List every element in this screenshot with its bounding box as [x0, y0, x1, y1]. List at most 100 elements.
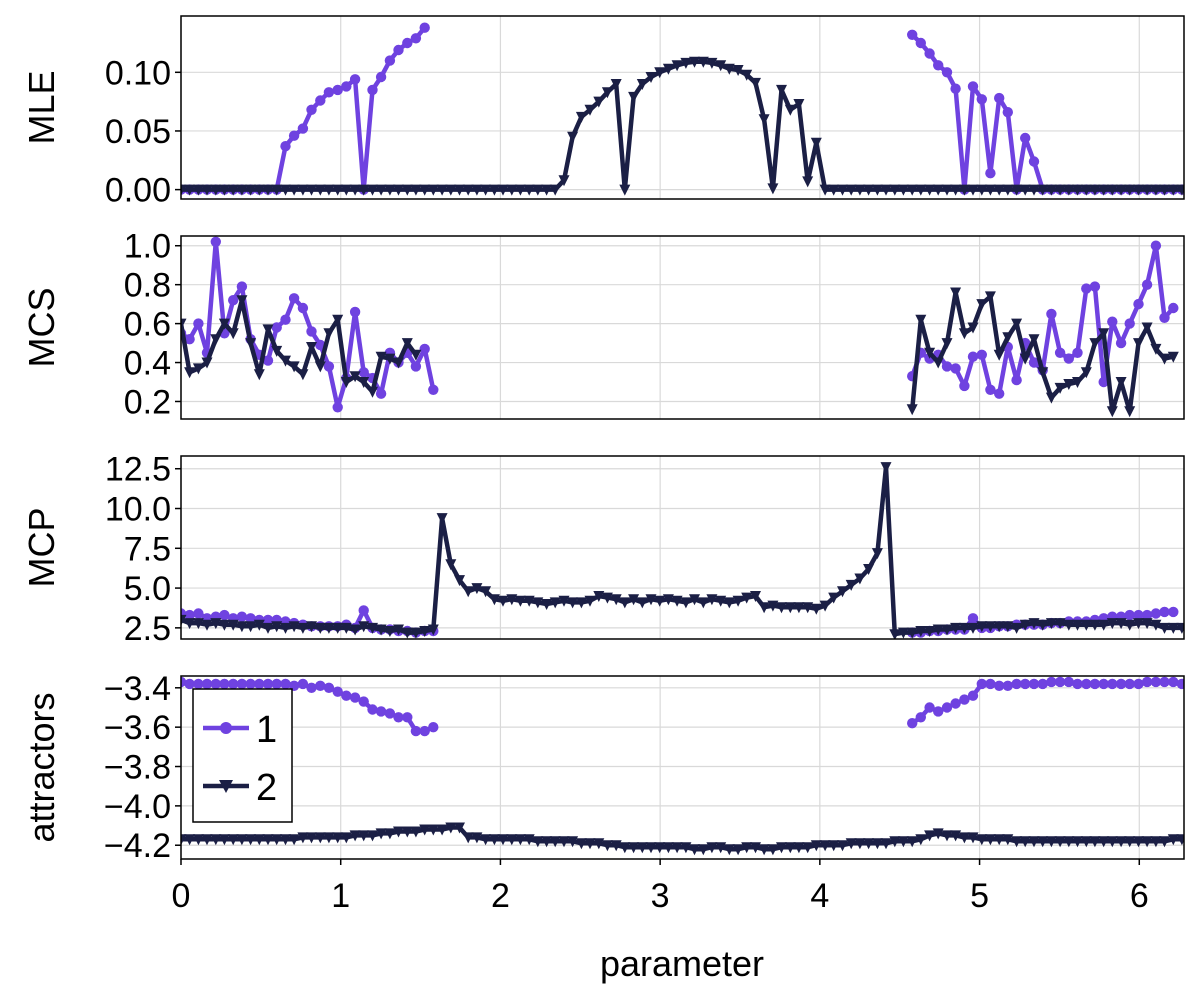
- data-point-series-1: [1115, 678, 1127, 690]
- data-point-series-2: [1089, 338, 1101, 350]
- data-point-series-2: [810, 137, 822, 149]
- data-point-series-2: [436, 513, 448, 525]
- data-point-series-2: [349, 184, 361, 196]
- data-point-series-2: [280, 355, 291, 367]
- data-point-series-2: [1037, 367, 1049, 379]
- data-point-series-2: [776, 84, 787, 96]
- data-point-series-2: [1080, 836, 1092, 848]
- x-tick-label: 3: [651, 877, 670, 915]
- data-point-series-1: [1081, 283, 1092, 294]
- series-line-2: [181, 290, 1174, 414]
- data-point-series-2: [375, 828, 387, 840]
- data-point-series-2: [889, 184, 901, 196]
- data-point-series-2: [436, 184, 448, 196]
- data-point-series-2: [871, 184, 883, 196]
- data-point-series-1: [315, 95, 326, 106]
- data-point-series-2: [689, 594, 700, 606]
- data-point-series-1: [1176, 678, 1184, 690]
- data-point-series-2: [323, 184, 335, 196]
- data-point-series-2: [541, 836, 553, 848]
- data-point-series-1: [967, 81, 979, 92]
- data-point-series-2: [541, 184, 553, 196]
- data-point-series-1: [915, 712, 926, 723]
- data-point-series-2: [636, 79, 648, 90]
- data-point-series-2: [1098, 619, 1110, 631]
- y-tick-label: −4.0: [104, 788, 171, 826]
- data-point-series-2: [958, 832, 970, 844]
- data-point-series-2: [1080, 367, 1092, 379]
- data-point-series-2: [741, 842, 753, 854]
- data-point-series-1: [288, 130, 300, 141]
- data-point-series-1: [297, 123, 309, 134]
- data-point-series-2: [680, 842, 692, 854]
- data-point-series-2: [793, 99, 805, 110]
- data-point-series-2: [567, 597, 579, 609]
- series-group: [181, 22, 1184, 196]
- data-point-series-2: [837, 184, 848, 196]
- panel-frame: [180, 675, 1185, 860]
- data-point-series-1: [393, 712, 404, 723]
- data-point-series-1: [245, 678, 256, 690]
- data-point-series-2: [593, 591, 605, 602]
- legend-marker-series-1: [220, 722, 232, 734]
- data-point-series-2: [932, 357, 944, 369]
- data-point-series-2: [1011, 184, 1023, 196]
- data-point-series-2: [201, 357, 213, 369]
- data-point-series-2: [1098, 328, 1110, 340]
- data-point-series-2: [601, 87, 613, 99]
- data-point-series-1: [976, 349, 987, 360]
- data-point-series-2: [662, 842, 674, 854]
- data-point-series-2: [819, 600, 831, 612]
- y-tick-label: 0.2: [124, 383, 171, 421]
- data-point-series-2: [880, 462, 892, 474]
- data-point-series-2: [601, 840, 613, 852]
- data-point-series-1: [1159, 676, 1170, 688]
- data-point-series-2: [889, 629, 901, 639]
- data-point-series-2: [427, 184, 439, 196]
- data-point-series-2: [924, 626, 936, 637]
- data-point-series-2: [410, 349, 422, 361]
- data-point-series-2: [636, 842, 648, 854]
- data-point-series-2: [897, 627, 909, 639]
- data-point-series-2: [1115, 836, 1127, 848]
- data-point-series-2: [636, 597, 648, 609]
- data-point-series-2: [1115, 618, 1127, 630]
- data-point-series-1: [950, 83, 961, 94]
- data-point-series-2: [810, 603, 822, 615]
- data-point-series-2: [401, 627, 413, 639]
- data-point-series-2: [828, 840, 840, 852]
- data-point-series-2: [323, 832, 335, 844]
- data-point-series-2: [436, 824, 448, 836]
- data-point-series-2: [584, 838, 596, 850]
- data-point-series-2: [575, 111, 587, 123]
- data-point-series-1: [950, 698, 961, 709]
- data-point-series-1: [254, 678, 265, 690]
- data-point-series-2: [776, 842, 787, 854]
- data-point-series-1: [985, 384, 996, 395]
- data-point-series-2: [784, 602, 796, 614]
- data-point-series-2: [1011, 622, 1023, 634]
- data-point-series-1: [228, 678, 239, 690]
- data-point-series-2: [454, 184, 465, 196]
- data-point-series-2: [863, 838, 875, 850]
- series-line-2: [181, 59, 1182, 192]
- data-point-series-2: [262, 622, 274, 634]
- data-point-series-2: [393, 357, 404, 369]
- series-group: [181, 462, 1184, 639]
- data-point-series-2: [201, 619, 213, 631]
- data-point-series-2: [767, 600, 779, 612]
- data-point-series-1: [1081, 678, 1092, 690]
- data-point-series-1: [1046, 676, 1057, 688]
- data-point-series-2: [715, 842, 727, 854]
- x-axis-label: parameter: [600, 943, 764, 984]
- data-point-series-2: [584, 595, 596, 607]
- data-point-series-2: [1072, 184, 1083, 196]
- data-point-series-2: [967, 184, 979, 196]
- panel-mle: 0.00 0.05 0.10 MLE: [21, 15, 1185, 210]
- data-point-series-2: [802, 602, 814, 614]
- data-point-series-2: [654, 67, 666, 79]
- data-point-series-2: [384, 626, 396, 637]
- data-point-series-2: [993, 621, 1005, 633]
- data-point-series-2: [697, 844, 709, 856]
- data-point-series-1: [184, 609, 195, 621]
